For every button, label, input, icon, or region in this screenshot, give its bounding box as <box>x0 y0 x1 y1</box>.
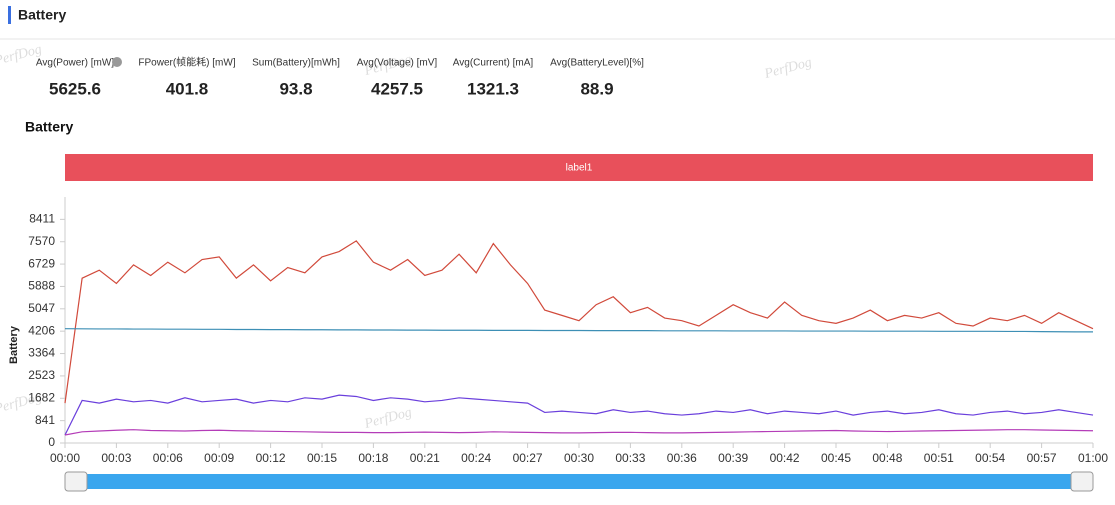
y-tick-label: 841 <box>35 413 55 427</box>
stat-value: 1321.3 <box>467 79 519 98</box>
slider-track <box>65 474 1093 489</box>
x-tick-label: 00:45 <box>821 451 851 465</box>
series-line <box>64 240 1094 404</box>
label-band-text: label1 <box>566 163 593 174</box>
y-tick-label: 7570 <box>28 234 55 248</box>
help-icon <box>112 57 122 67</box>
x-tick-label: 00:36 <box>667 451 697 465</box>
stat-label: Avg(Power) [mW] <box>36 58 114 69</box>
range-slider[interactable] <box>64 471 1094 492</box>
label-band <box>65 154 1093 181</box>
y-tick-label: 4206 <box>28 323 55 337</box>
x-tick-label: 00:57 <box>1027 451 1057 465</box>
series-line <box>64 429 1094 436</box>
x-tick-label: 00:00 <box>50 451 80 465</box>
series-line <box>64 394 1094 436</box>
x-tick-label: 00:30 <box>564 451 594 465</box>
x-tick-label: 00:48 <box>872 451 902 465</box>
series-line <box>64 328 1093 333</box>
y-tick-label: 8411 <box>29 212 55 226</box>
x-tick-label: 00:12 <box>256 451 286 465</box>
y-tick-label: 1682 <box>28 390 55 404</box>
watermark: PerfDog <box>762 55 813 82</box>
watermark: PerfDog <box>362 405 413 432</box>
x-tick-label: 00:06 <box>153 451 183 465</box>
y-tick-label: 2523 <box>28 368 55 382</box>
x-tick-label: 00:51 <box>924 451 954 465</box>
y-axis-label: Battery <box>8 325 20 364</box>
stat-label: Sum(Battery)[mWh] <box>252 58 340 69</box>
header-accent <box>8 6 11 24</box>
y-tick-label: 6729 <box>28 256 55 270</box>
stat-label: FPower(帧能耗) [mW] <box>138 56 235 69</box>
x-tick-label: 00:39 <box>718 451 748 465</box>
x-tick-label: 00:27 <box>513 451 543 465</box>
stat-value: 4257.5 <box>371 79 423 98</box>
slider-handle[interactable] <box>64 471 88 492</box>
stat-value: 88.9 <box>580 79 613 98</box>
stat-value: 93.8 <box>279 79 312 98</box>
x-tick-label: 00:03 <box>101 451 131 465</box>
y-tick-label: 5047 <box>28 301 55 315</box>
chart-title: Battery <box>25 119 73 135</box>
x-tick-label: 00:42 <box>770 451 800 465</box>
x-tick-label: 00:33 <box>615 451 645 465</box>
y-tick-label: 3364 <box>28 346 55 360</box>
y-tick-label: 0 <box>48 435 55 449</box>
slider-handle[interactable] <box>1070 471 1094 492</box>
x-tick-label: 00:15 <box>307 451 337 465</box>
stat-label: Avg(Current) [mA] <box>453 58 534 69</box>
x-tick-label: 00:54 <box>975 451 1005 465</box>
x-tick-label: 00:24 <box>461 451 491 465</box>
x-tick-label: 00:09 <box>204 451 234 465</box>
x-tick-label: 00:21 <box>410 451 440 465</box>
stat-label: Avg(BatteryLevel)[%] <box>550 58 644 69</box>
stat-label: Avg(Voltage) [mV] <box>357 58 438 69</box>
header-title: Battery <box>18 7 66 23</box>
stat-value: 401.8 <box>166 79 209 98</box>
stat-value: 5625.6 <box>49 79 101 98</box>
x-tick-label: 01:00 <box>1078 451 1108 465</box>
y-tick-label: 5888 <box>28 279 55 293</box>
x-tick-label: 00:18 <box>358 451 388 465</box>
